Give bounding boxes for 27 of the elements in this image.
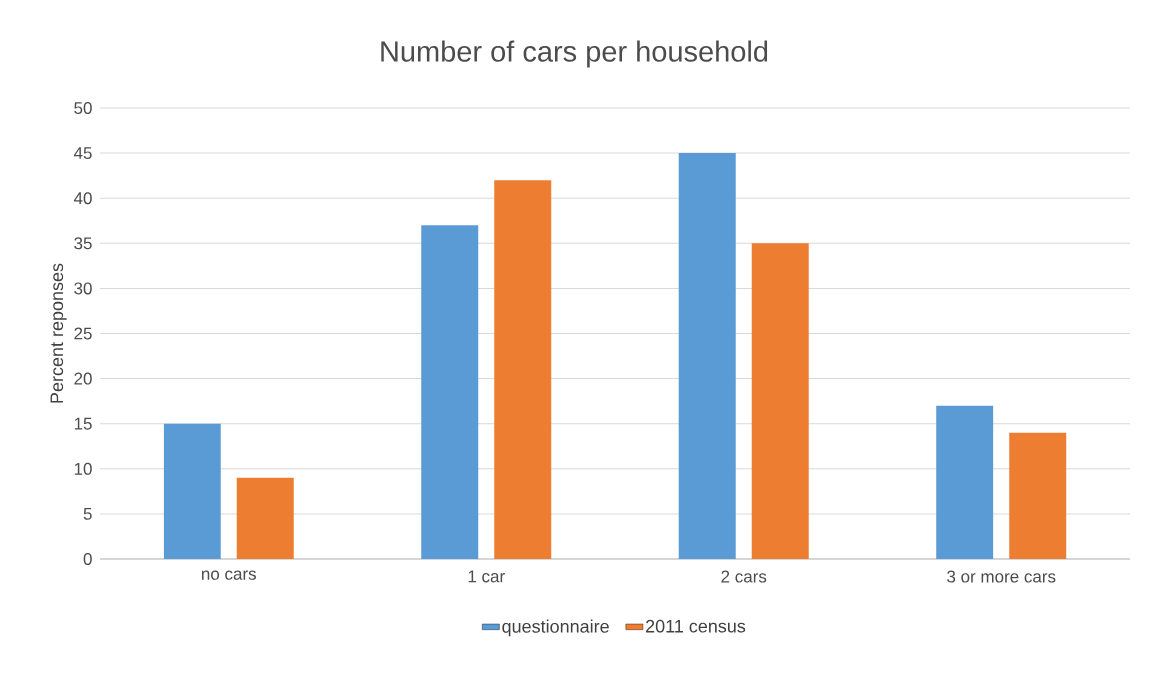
bar	[1009, 432, 1067, 559]
y-tick-label: 15	[74, 417, 92, 430]
y-tick-label: 30	[74, 282, 92, 295]
bar	[236, 477, 294, 559]
y-tick-label: 5	[83, 507, 92, 520]
bar	[494, 180, 552, 559]
x-tick-label: 1 car	[468, 570, 505, 583]
y-axis-title: Percent reponses	[50, 263, 67, 403]
y-tick-label: 50	[74, 101, 92, 115]
bar	[163, 423, 221, 559]
y-tick-label: 45	[73, 147, 92, 160]
bar	[751, 243, 809, 559]
y-tick-label: 25	[74, 327, 92, 340]
chart-title: Number of cars per household	[381, 40, 768, 68]
y-tick-label: 20	[74, 372, 92, 385]
x-tick-label: no cars	[202, 570, 256, 580]
y-tick-label: 35	[74, 237, 92, 250]
x-tick-label: 2 cars	[721, 570, 767, 583]
y-tick-label: 10	[74, 462, 92, 475]
legend-label: 2011 census	[646, 619, 746, 633]
y-tick-label: 0	[83, 552, 92, 566]
bar	[678, 153, 736, 559]
bar	[421, 225, 479, 559]
bar	[936, 405, 994, 559]
legend-label: questionnaire	[502, 619, 609, 637]
x-tick-label: 3 or more cars	[947, 570, 1056, 583]
y-tick-label: 40	[73, 192, 92, 205]
